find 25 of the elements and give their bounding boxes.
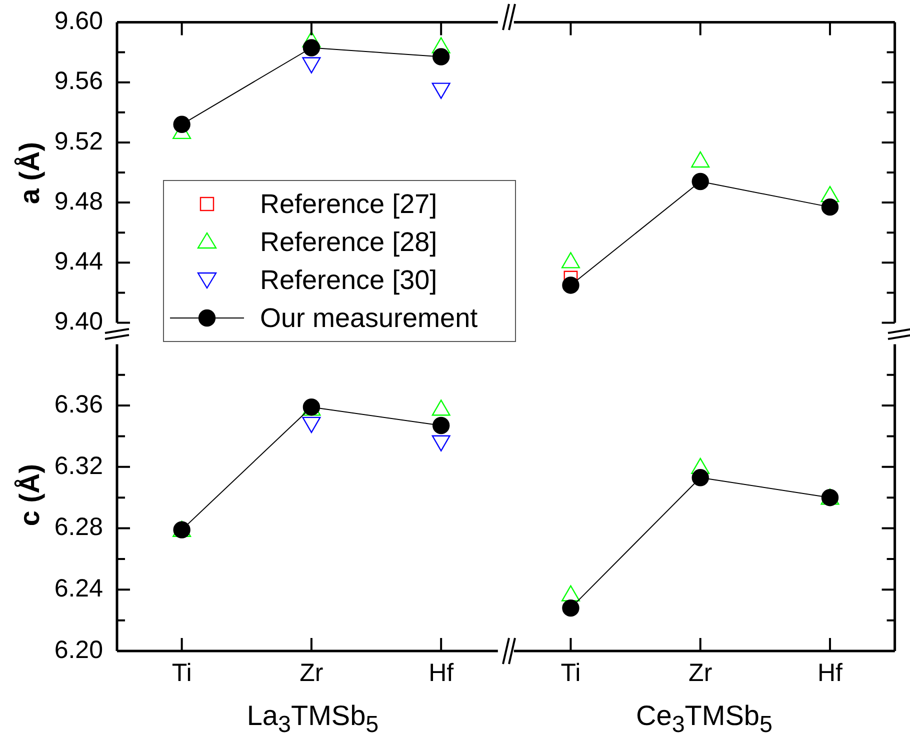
y-tick-label: 9.48 xyxy=(54,187,103,216)
x-tick-label: Ti xyxy=(172,658,192,687)
y-tick-label: 9.52 xyxy=(54,127,103,156)
legend-label: Our measurement xyxy=(260,302,478,334)
x-tick-label: Ti xyxy=(560,658,581,687)
x-tick-label: Hf xyxy=(817,658,843,687)
x-tick-label: Zr xyxy=(688,658,712,687)
y-tick-label: 6.32 xyxy=(54,452,103,480)
y-tick-label: 6.24 xyxy=(54,574,104,603)
y-tick-label: 6.28 xyxy=(54,513,103,542)
y-tick-label: 6.20 xyxy=(54,636,103,664)
x-tick-label: Zr xyxy=(300,658,324,687)
text: Ce$_{3}$TMSb$_{5}$ xyxy=(636,700,772,738)
y-tick-label: 9.56 xyxy=(54,67,103,96)
y-axis-title: a (Å) xyxy=(14,141,46,204)
legend-label: Reference [27] xyxy=(260,188,438,220)
y-axis-title: c (Å) xyxy=(14,464,46,526)
y-tick-label: 9.44 xyxy=(54,248,104,276)
y-tick-label: 9.60 xyxy=(54,7,103,36)
legend-label: Reference [28] xyxy=(260,226,438,258)
legend-label: Reference [30] xyxy=(260,264,438,296)
text: La$_{3}$TMSb$_{5}$ xyxy=(246,700,379,738)
y-tick-label: 9.40 xyxy=(54,308,103,336)
x-tick-label: Hf xyxy=(428,658,454,687)
y-tick-label: 6.36 xyxy=(54,390,103,418)
